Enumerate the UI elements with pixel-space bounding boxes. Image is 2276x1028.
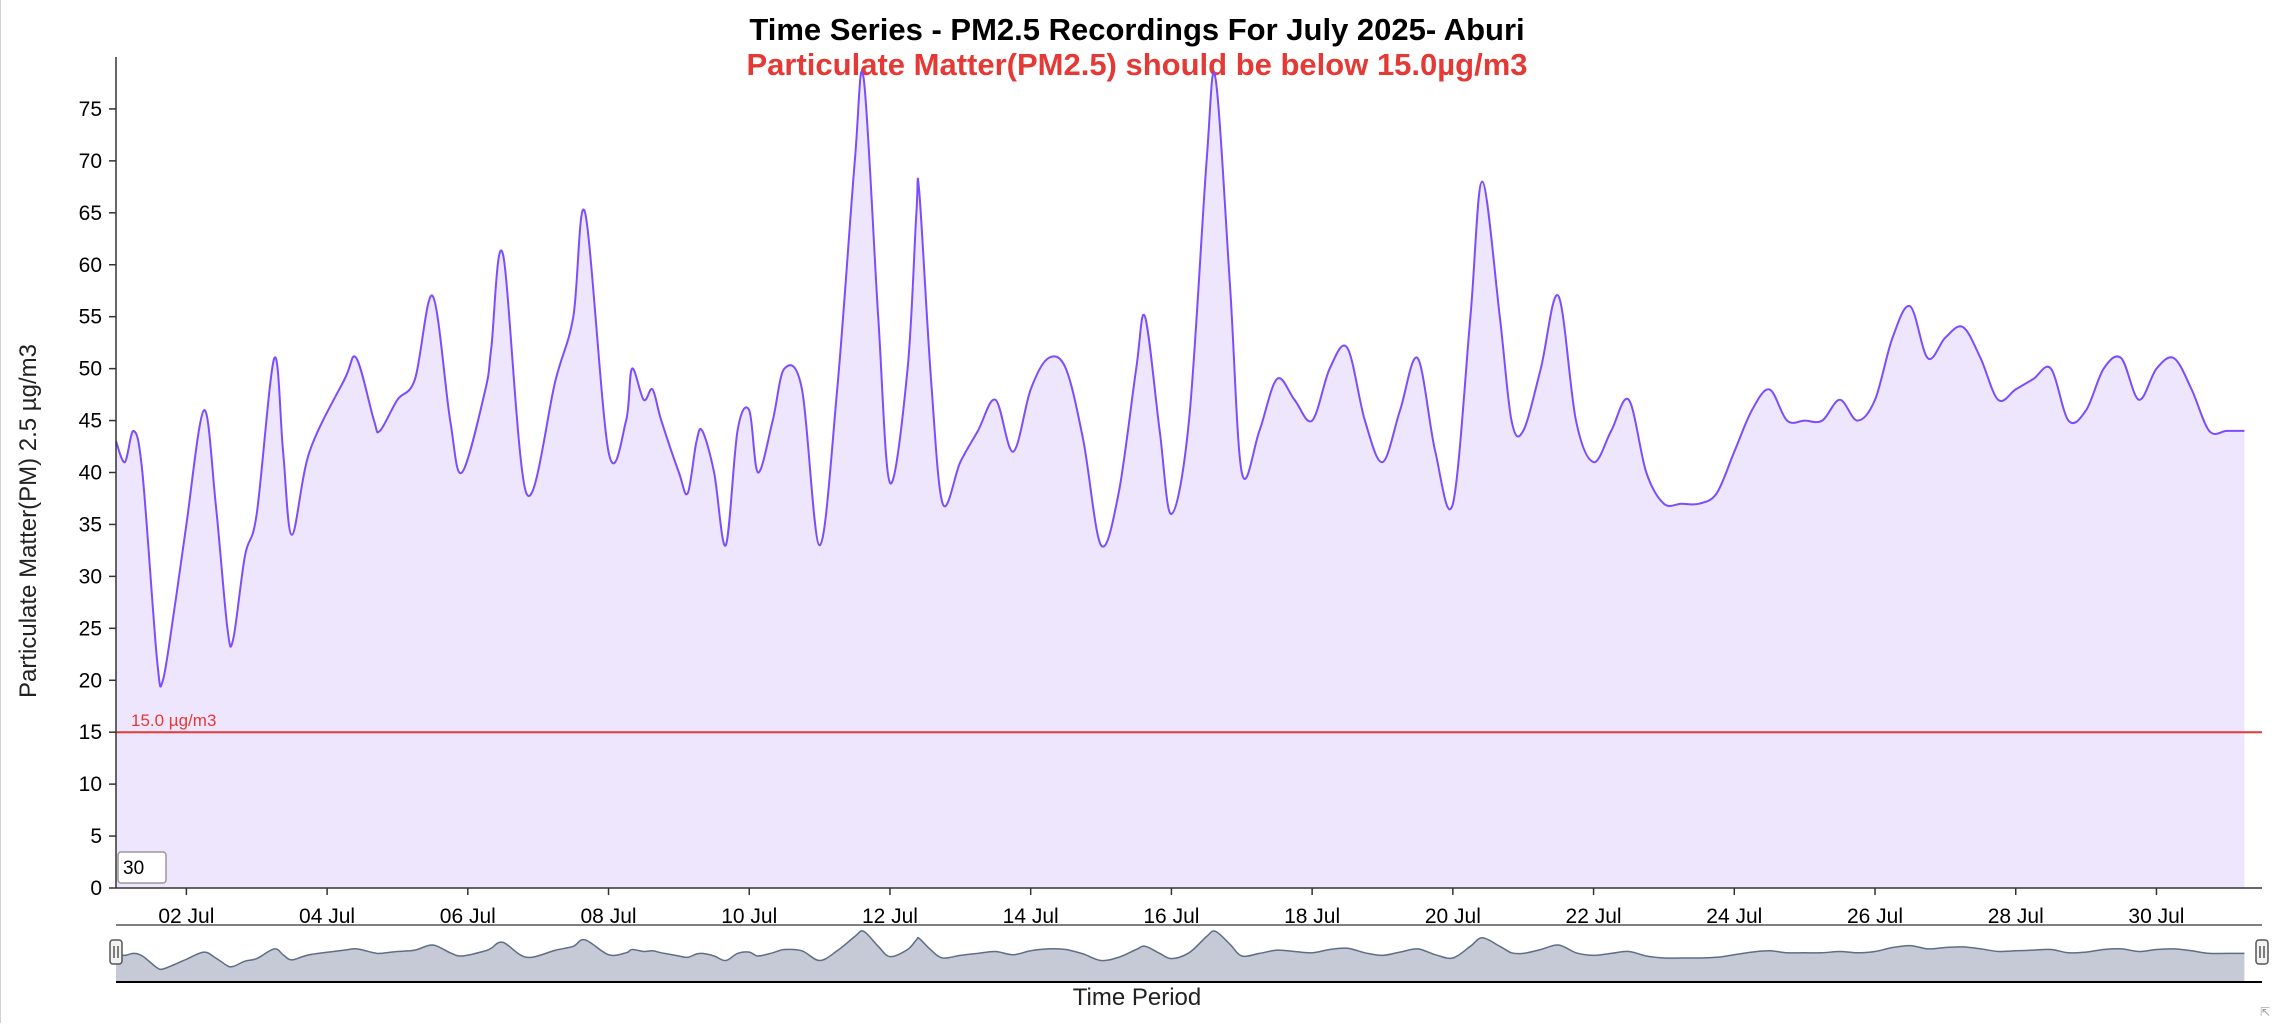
plot-area: 15.0 µg/m3: [115, 70, 2262, 889]
x-tick-label: 14 Jul: [1003, 905, 1059, 928]
window-input[interactable]: 30: [117, 851, 167, 884]
y-axis: 0 5 10 15 20 25 30 35 40 45 50 55 60 65 70 75: [79, 57, 117, 900]
x-tick-label: 06 Jul: [440, 905, 496, 928]
y-tick-label: 50: [79, 358, 102, 381]
navigator-area: [116, 930, 2245, 982]
y-axis-title: Particulate Matter(PM) 2.5 µg/m3: [15, 344, 42, 698]
y-tick-label: 20: [79, 669, 102, 692]
navigator[interactable]: [109, 924, 2269, 983]
x-axis: 02 Jul 04 Jul 06 Jul 08 Jul 10 Jul 12 Jul 14 J…: [116, 887, 2262, 928]
pm25-line: [115, 70, 2245, 688]
page-edge-rule: [0, 0, 1, 1023]
y-tick-label: 15: [79, 721, 102, 744]
x-tick-label: 30 Jul: [2128, 905, 2184, 928]
y-tick-label: 25: [79, 617, 102, 640]
y-tick-label: 35: [79, 513, 102, 536]
y-tick-label: 60: [79, 254, 102, 277]
resize-grip-icon[interactable]: ⇱: [2259, 1005, 2271, 1019]
y-tick-label: 30: [79, 565, 102, 588]
pm25-area: [116, 71, 2245, 889]
y-tick-label: 40: [79, 462, 102, 485]
chart-subtitle: Particulate Matter(PM2.5) should be belo…: [747, 47, 1528, 82]
x-tick-label: 08 Jul: [581, 905, 637, 928]
y-tick-label: 45: [79, 410, 102, 433]
x-tick-label: 10 Jul: [721, 905, 777, 928]
y-tick-label: 55: [79, 306, 102, 329]
x-tick-label: 18 Jul: [1284, 905, 1340, 928]
y-tick-label: 70: [79, 150, 102, 173]
navigator-line: [115, 930, 2245, 971]
y-tick-label: 5: [90, 825, 102, 848]
x-tick-label: 26 Jul: [1847, 905, 1903, 928]
navigator-right-handle[interactable]: [2255, 939, 2269, 965]
window-input-value[interactable]: 30: [123, 858, 144, 879]
x-tick-label: 22 Jul: [1566, 905, 1622, 928]
x-tick-label: 04 Jul: [299, 905, 355, 928]
x-tick-label: 24 Jul: [1706, 905, 1762, 928]
x-tick-label: 12 Jul: [862, 905, 918, 928]
x-axis-title: Time Period: [1073, 984, 1201, 1011]
y-tick-label: 65: [79, 202, 102, 225]
window-input-box[interactable]: [117, 851, 167, 884]
y-tick-label: 10: [79, 773, 102, 796]
y-tick-label: 0: [90, 877, 102, 900]
x-tick-label: 16 Jul: [1143, 905, 1199, 928]
x-tick-label: 20 Jul: [1425, 905, 1481, 928]
x-tick-label: 28 Jul: [1988, 905, 2044, 928]
x-tick-label: 02 Jul: [158, 905, 214, 928]
chart-title: Time Series - PM2.5 Recordings For July …: [749, 12, 1524, 47]
y-tick-label: 75: [79, 98, 102, 121]
navigator-left-handle[interactable]: [109, 939, 123, 965]
threshold-label: 15.0 µg/m3: [131, 711, 216, 730]
